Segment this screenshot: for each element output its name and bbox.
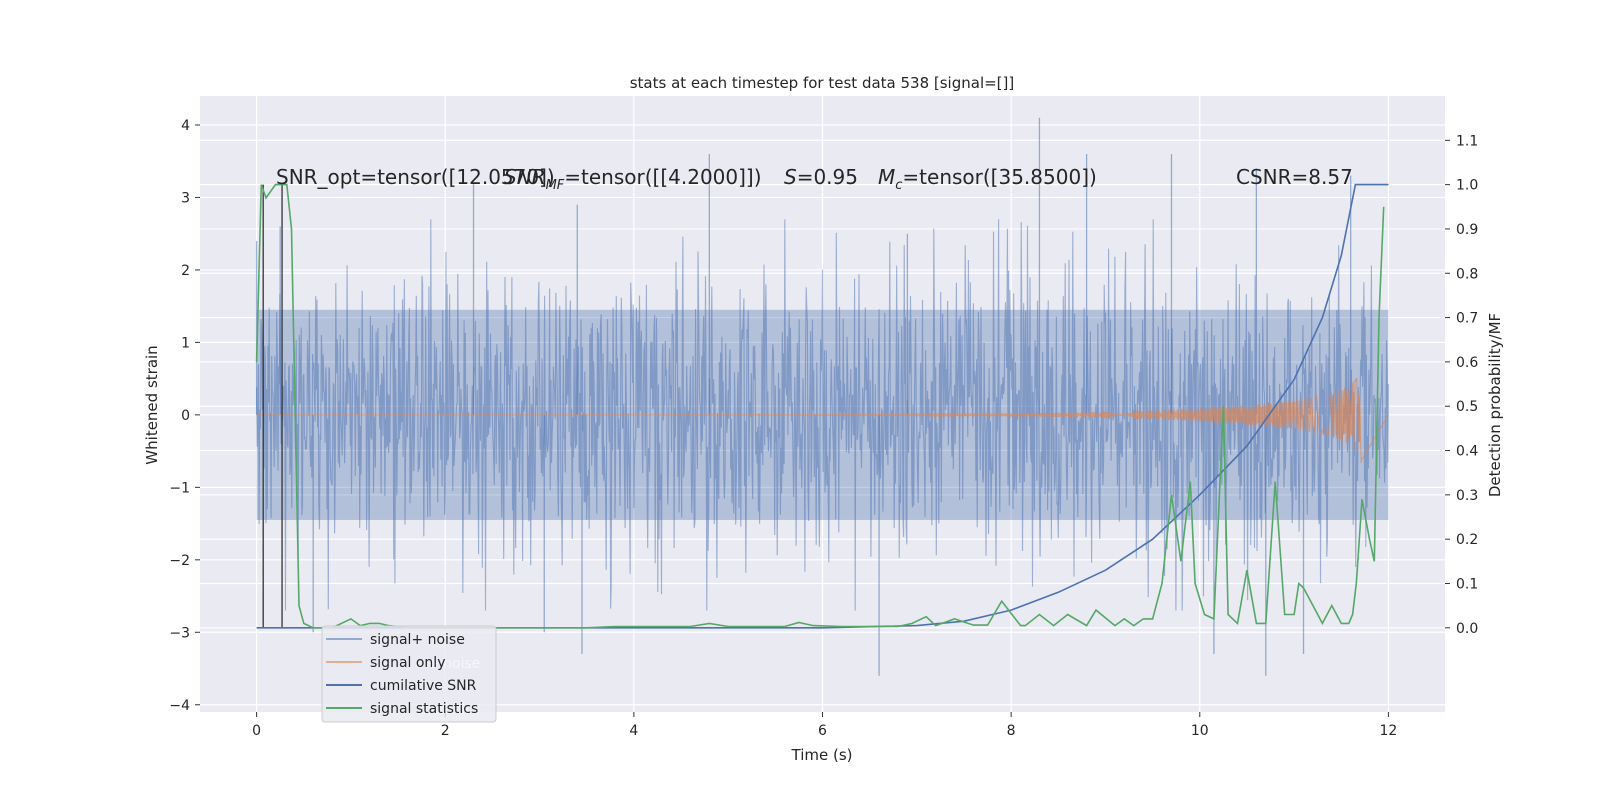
legend-item-signal-statistics: signal statistics: [326, 701, 478, 717]
x-tick-label-4: 8: [1007, 723, 1016, 739]
y-left-tick-label-5: 1: [181, 335, 190, 351]
legend-box: [321, 625, 497, 723]
annotation-s-symbol: S: [784, 165, 797, 189]
legend-label-signal-only: signal only: [370, 655, 445, 671]
annotation-mc: Mc=tensor([35.8500]): [878, 165, 1097, 193]
y-left-tick-label-0: −4: [169, 698, 190, 714]
y-axis-label-right: Detection probability/MF: [1486, 313, 1504, 497]
annotation-csnr: CSNR=8.57: [1236, 165, 1353, 189]
y-right-tick-label-1: 0.1: [1456, 576, 1478, 592]
legend-item-signal-only: signal only: [326, 655, 445, 671]
x-axis-label: Time (s): [791, 746, 853, 764]
x-tick-label-0: 0: [252, 723, 261, 739]
y-left-tick-label-4: 0: [181, 408, 190, 424]
y-right-tick-label-4: 0.4: [1456, 444, 1478, 460]
y-right-tick-label-10: 1.0: [1456, 178, 1478, 194]
series-signal-statistics: [255, 183, 1385, 629]
y-axis-label-left: Whitened strain: [143, 345, 161, 464]
y-right-tick-label-6: 0.6: [1456, 355, 1478, 371]
y-right-tick-label-11: 1.1: [1456, 133, 1478, 149]
legend: + noise statistics signal+ noise signal …: [321, 625, 497, 723]
legend-ghost-text-2: statistics: [418, 702, 480, 718]
legend-ghost-text-1: + noise: [427, 656, 480, 672]
annotation-snr-mf: SNRMF=tensor([[4.2000]]): [504, 165, 762, 193]
x-tick-label-2: 4: [629, 723, 638, 739]
legend-item-signal-noise: signal+ noise: [326, 632, 465, 648]
x-tick-label-3: 6: [818, 723, 827, 739]
signal-only-trace: [256, 377, 1389, 464]
annotation-mc-symbol: M: [878, 165, 895, 189]
y-left-tick-label-6: 2: [181, 263, 190, 279]
annotation-mc-subscript: c: [895, 178, 902, 193]
y-left-tick-label-8: 4: [181, 118, 190, 134]
x-tick-label-6: 12: [1379, 723, 1397, 739]
y-left-tick-label-1: −3: [169, 625, 190, 641]
annotation-snr-mf-subscript: MF: [546, 178, 565, 193]
axis-ticks: 0 2 4 6 8 10 12−4−3−2−1012340.00.10.20.30.40.5…: [169, 118, 1478, 739]
y-right-tick-label-0: 0.0: [1456, 621, 1478, 637]
annotation-mc-value: =tensor([35.8500]): [902, 165, 1096, 189]
annotation-snr-opt: SNR_opt=tensor([12.0570]): [276, 165, 555, 189]
y-left-tick-label-2: −2: [169, 553, 190, 569]
legend-item-cumulative-snr: cumilative SNR: [326, 678, 477, 694]
y-left-tick-label-7: 3: [181, 190, 190, 206]
y-right-tick-label-7: 0.7: [1456, 311, 1478, 327]
y-right-tick-label-5: 0.5: [1456, 399, 1478, 415]
y-right-tick-label-2: 0.2: [1456, 532, 1478, 548]
legend-label-signal-statistics: signal statistics: [370, 701, 478, 717]
series-signal-only: [256, 377, 1389, 464]
x-tick-label-5: 10: [1191, 723, 1209, 739]
y-left-tick-label-3: −1: [169, 480, 190, 496]
annotation-snr-mf-value: =tensor([[4.2000]]): [564, 165, 761, 189]
noise-trace: [256, 219, 1389, 611]
legend-label-signal-noise: signal+ noise: [370, 632, 465, 648]
y-right-tick-label-8: 0.8: [1456, 266, 1478, 282]
x-tick-label-1: 2: [441, 723, 450, 739]
y-right-tick-label-3: 0.3: [1456, 488, 1478, 504]
legend-label-cumulative-snr: cumilative SNR: [370, 678, 477, 694]
chart-title: stats at each timestep for test data 538…: [630, 74, 1015, 92]
annotation-s: S=0.95: [784, 165, 858, 189]
annotation-snr-mf-symbol: SNR: [504, 165, 546, 189]
annotation-s-value: =0.95: [797, 165, 858, 189]
vertical-markers: [262, 184, 283, 628]
signal-statistics-line: [255, 183, 1385, 629]
y-right-tick-label-9: 0.9: [1456, 222, 1478, 238]
